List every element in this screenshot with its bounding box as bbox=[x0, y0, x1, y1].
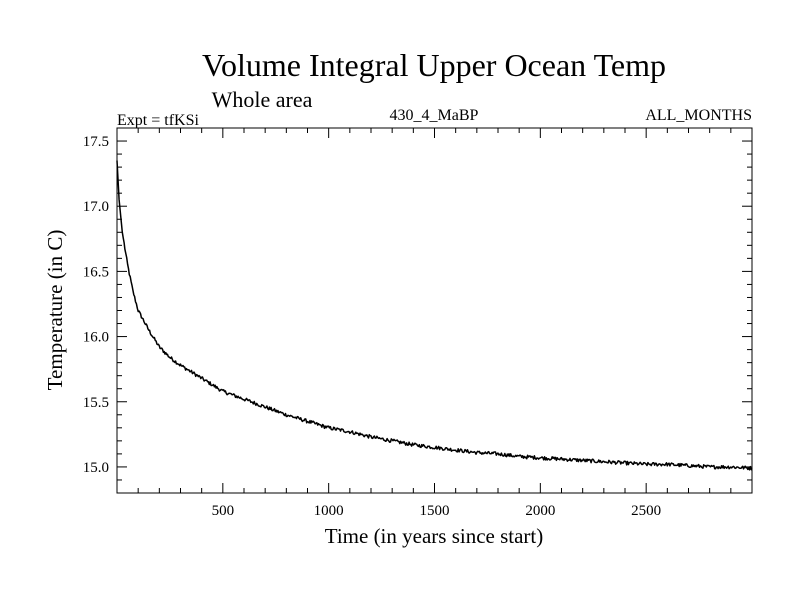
series-line-temperature bbox=[116, 160, 753, 471]
x-tick-label: 2000 bbox=[525, 503, 555, 519]
chart-subtitle: Whole area bbox=[212, 87, 313, 112]
annotation-months: ALL_MONTHS bbox=[645, 107, 752, 124]
plot-frame bbox=[116, 127, 753, 494]
axis-ticks bbox=[117, 128, 752, 493]
annotation-center: 430_4_MaBP bbox=[390, 107, 479, 124]
x-tick-label: 2500 bbox=[631, 503, 661, 519]
x-tick-label: 1000 bbox=[314, 503, 344, 519]
y-tick-label: 15.5 bbox=[83, 395, 109, 411]
x-tick-label: 500 bbox=[212, 503, 235, 519]
chart-title: Volume Integral Upper Ocean Temp bbox=[202, 47, 666, 83]
y-tick-label: 16.5 bbox=[83, 264, 109, 280]
y-tick-label: 17.0 bbox=[83, 199, 109, 215]
y-tick-label: 16.0 bbox=[83, 330, 109, 346]
y-tick-label: 15.0 bbox=[83, 460, 109, 476]
y-axis-label: Temperature (in C) bbox=[43, 230, 67, 391]
annotation-expt: Expt = tfKSi bbox=[117, 112, 199, 129]
x-axis-label: Time (in years since start) bbox=[325, 524, 544, 548]
axis-tick-labels: 500 1000 1500 2000 2500 15.0 15.5 16.0 16.5 17.0 1… bbox=[83, 134, 661, 519]
x-tick-label: 1500 bbox=[420, 503, 450, 519]
y-tick-label: 17.5 bbox=[83, 134, 109, 150]
